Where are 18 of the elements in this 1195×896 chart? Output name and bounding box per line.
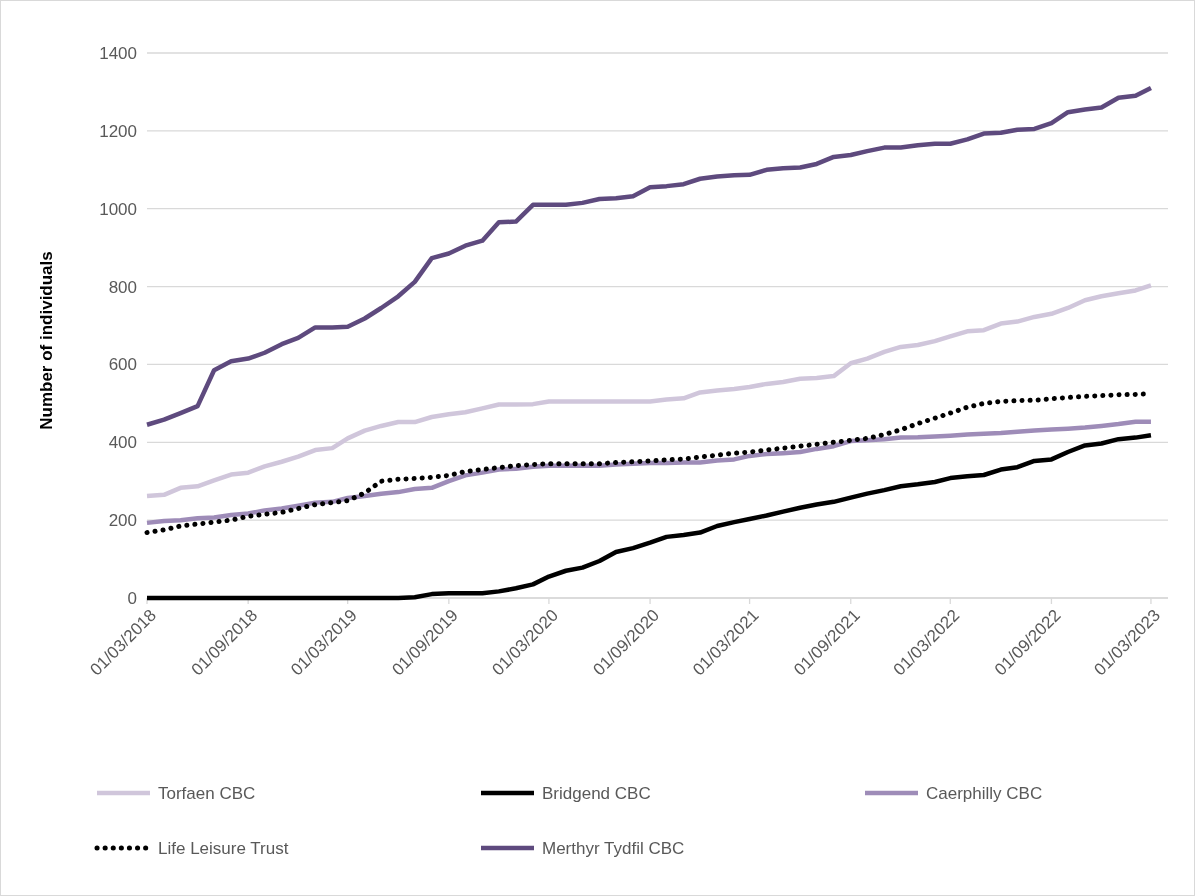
y-tick-label: 400	[108, 433, 137, 453]
y-tick-label: 800	[108, 277, 137, 297]
legend-label: Life Leisure Trust	[158, 838, 289, 858]
line-series	[144, 85, 1154, 428]
legend-label: Bridgend CBC	[542, 783, 651, 803]
legend-label: Caerphilly CBC	[926, 783, 1043, 803]
legend-label: Merthyr Tydfil CBC	[542, 838, 685, 858]
y-tick-label: 1400	[99, 43, 137, 63]
y-tick-label: 200	[108, 511, 137, 531]
line-series	[144, 433, 1154, 601]
y-tick-label: 1200	[99, 121, 137, 141]
y-tick-label: 1000	[99, 199, 137, 219]
line-series	[144, 419, 1154, 526]
line-series	[144, 283, 1154, 499]
legend-label: Torfaen CBC	[158, 783, 256, 803]
y-tick-label: 0	[127, 588, 137, 608]
y-axis-title: Number of individuals	[37, 251, 56, 430]
y-tick-label: 600	[108, 355, 137, 375]
